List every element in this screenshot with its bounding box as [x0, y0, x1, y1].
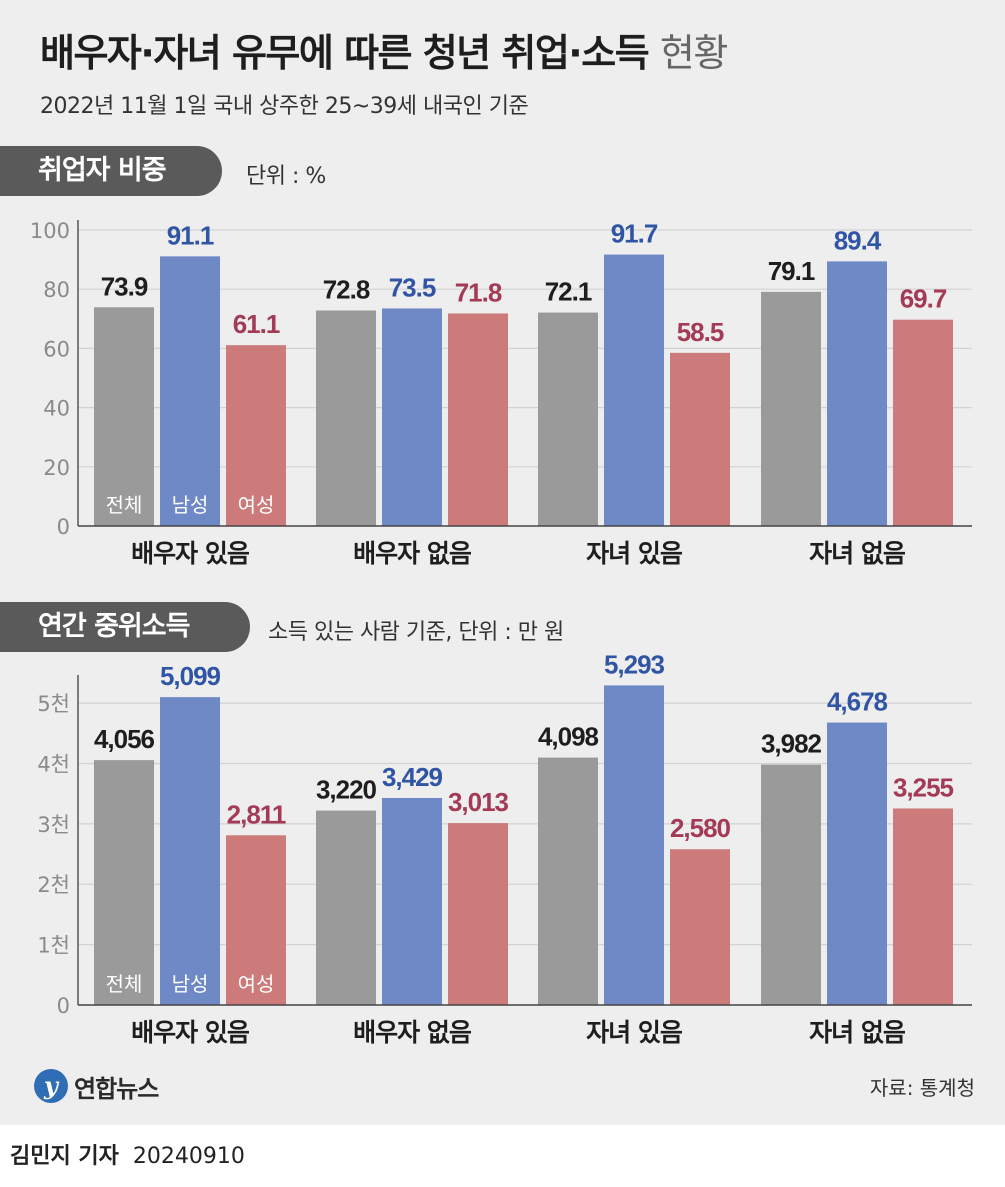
income-bar-male — [160, 697, 220, 1005]
income-bar-female — [670, 849, 730, 1005]
income-y-tick-label: 2천 — [37, 873, 70, 897]
income-bar-total — [94, 760, 154, 1005]
employment-value-label-total: 72.1 — [545, 277, 592, 307]
yonhap-logo: y 연합뉴스 — [34, 1066, 159, 1106]
employment-bar-male — [160, 256, 220, 526]
employment-value-label-male: 73.5 — [389, 272, 436, 302]
employment-legend-male: 남성 — [172, 493, 209, 517]
title-main: 배우자·자녀 유무에 따른 청년 취업·소득 — [40, 31, 650, 75]
employment-value-label-female: 69.7 — [900, 284, 947, 314]
income-value-label-total: 4,056 — [94, 724, 155, 754]
employment-value-label-total: 72.8 — [323, 275, 370, 305]
income-y-tick-label: 0 — [57, 994, 70, 1018]
employment-y-tick-label: 60 — [43, 337, 70, 361]
byline-date: 20240910 — [132, 1144, 245, 1169]
employment-legend-female: 여성 — [238, 493, 275, 517]
income-value-label-female: 2,811 — [227, 799, 286, 829]
employment-bar-male — [382, 308, 442, 526]
income-bar-female — [893, 808, 953, 1005]
title-tail: 현황 — [659, 31, 728, 75]
section-note-income: 소득 있는 사람 기준, 단위 : 만 원 — [268, 620, 564, 645]
employment-category-label: 자녀 없음 — [809, 539, 906, 568]
income-bar-male — [382, 797, 442, 1005]
page-title: 배우자·자녀 유무에 따른 청년 취업·소득 현황 — [40, 22, 728, 77]
employment-value-label-total: 73.9 — [101, 271, 148, 301]
employment-y-tick-label: 100 — [30, 219, 70, 243]
income-value-label-male: 5,099 — [160, 661, 221, 691]
employment-bar-female — [226, 345, 286, 526]
section-title-income: 연간 중위소득 — [0, 602, 250, 652]
income-category-label: 자녀 없음 — [809, 1018, 906, 1047]
income-bar-total — [761, 764, 821, 1005]
employment-value-label-female: 71.8 — [455, 277, 502, 307]
employment-value-label-total: 79.1 — [768, 256, 815, 286]
employment-category-label: 자녀 있음 — [586, 539, 683, 568]
employment-value-label-female: 61.1 — [233, 309, 280, 339]
source-note: 자료: 통계청 — [869, 1076, 975, 1100]
employment-bar-female — [670, 352, 730, 526]
income-value-label-total: 3,982 — [761, 729, 822, 759]
employment-bar-total — [94, 307, 154, 526]
income-category-label: 배우자 있음 — [131, 1018, 250, 1047]
employment-bar-female — [448, 313, 508, 526]
employment-bar-total — [761, 291, 821, 526]
employment-value-label-female: 58.5 — [677, 317, 724, 347]
income-value-label-female: 2,580 — [670, 813, 731, 843]
income-value-label-female: 3,255 — [893, 772, 954, 802]
income-value-label-male: 3,429 — [382, 762, 443, 792]
employment-y-tick-label: 0 — [57, 515, 70, 539]
income-value-label-male: 4,678 — [827, 687, 888, 717]
employment-bar-total — [538, 312, 598, 526]
income-bar-male — [604, 685, 664, 1005]
income-y-tick-label: 5천 — [37, 692, 70, 716]
byline: 김민지 기자 20240910 — [10, 1138, 245, 1170]
income-bar-total — [316, 810, 376, 1005]
infographic-panel: 배우자·자녀 유무에 따른 청년 취업·소득 현황 2022년 11월 1일 국… — [0, 0, 1005, 1125]
employment-bar-total — [316, 310, 376, 526]
income-legend-total: 전체 — [106, 972, 143, 996]
employment-y-tick-label: 20 — [43, 456, 70, 480]
employment-bar-male — [604, 254, 664, 526]
income-bar-female — [448, 823, 508, 1005]
subtitle: 2022년 11월 1일 국내 상주한 25~39세 내국인 기준 — [40, 94, 529, 119]
income-bar-total — [538, 757, 598, 1005]
employment-category-label: 배우자 있음 — [131, 539, 250, 568]
section-title-employment: 취업자 비중 — [0, 146, 222, 196]
income-value-label-male: 5,293 — [604, 649, 665, 679]
employment-category-label: 배우자 없음 — [353, 539, 472, 568]
income-category-label: 배우자 없음 — [353, 1018, 472, 1047]
employment-bar-chart: 0 20 40 60 80 100 73.9 72.8 72.1 79.1 전체 91.1 73.5 91… — [30, 219, 972, 568]
income-value-label-total: 3,220 — [316, 775, 377, 805]
income-bar-female — [226, 835, 286, 1005]
employment-value-label-male: 91.1 — [167, 220, 214, 250]
income-y-tick-label: 3천 — [37, 813, 70, 837]
income-category-label: 자녀 있음 — [586, 1018, 683, 1047]
byline-name: 김민지 기자 — [10, 1144, 119, 1169]
employment-value-label-male: 91.7 — [611, 219, 658, 249]
employment-y-tick-label: 40 — [43, 397, 70, 421]
income-legend-female: 여성 — [238, 972, 275, 996]
employment-value-label-male: 89.4 — [834, 225, 882, 255]
income-value-label-female: 3,013 — [448, 787, 509, 817]
employment-y-tick-label: 80 — [43, 278, 70, 302]
employment-bar-male — [827, 261, 887, 526]
income-legend-male: 남성 — [172, 972, 209, 996]
income-y-tick-label: 4천 — [37, 752, 70, 776]
income-bar-chart: 0 1천 2천 3천 4천 5천 4,056 3,220 4,098 3,982 전체 5,099 3,… — [37, 649, 972, 1047]
section-note-employment: 단위 : % — [246, 164, 326, 189]
employment-bar-female — [893, 319, 953, 526]
income-value-label-total: 4,098 — [538, 722, 599, 752]
income-bar-male — [827, 722, 887, 1005]
logo-text: 연합뉴스 — [74, 1074, 159, 1103]
income-y-tick-label: 1천 — [37, 934, 70, 958]
yonhap-logo-icon: y — [34, 1069, 68, 1103]
employment-legend-total: 전체 — [106, 493, 143, 517]
